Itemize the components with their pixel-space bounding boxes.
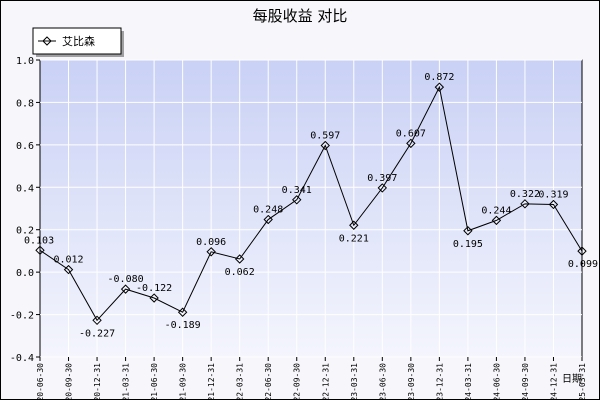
x-tick-label: 2025-03-31: [578, 363, 587, 400]
data-point: [491, 215, 502, 226]
x-tick-label: 2022-12-31: [321, 363, 330, 400]
data-label: 0.248: [253, 205, 283, 216]
series-line: [39, 85, 583, 322]
data-point: [434, 82, 445, 92]
data-label: -0.189: [165, 320, 201, 331]
legend: 艾比森: [32, 27, 124, 57]
x-tick-label: 2023-12-31: [435, 363, 444, 400]
y-tick-label: -0.2: [10, 311, 34, 322]
data-label: 0.012: [53, 255, 83, 266]
x-tick-label: 2021-06-30: [150, 363, 159, 400]
x-tick-label: 2021-09-30: [179, 363, 188, 400]
x-tick-label: 2023-03-31: [350, 363, 359, 400]
y-tick-label: 0.4: [16, 183, 34, 194]
y-tick-label: 1.0: [16, 56, 34, 67]
data-label: 0.607: [396, 128, 426, 139]
data-point: [63, 264, 74, 275]
y-axis: -0.4 -0.2 0.0 0.2 0.4 0.6 0.8 1.0: [10, 56, 40, 364]
x-tick-label: 2022-06-30: [264, 363, 273, 400]
x-axis-label: 日期: [562, 373, 582, 385]
data-label: 0.195: [453, 239, 483, 250]
x-tick-label: 2020-06-30: [36, 363, 45, 400]
data-point: [234, 254, 245, 264]
data-label: 0.341: [282, 185, 312, 196]
data-point: [120, 284, 131, 294]
x-tick-label: 2024-03-31: [464, 363, 473, 400]
x-tick-label: 2022-09-30: [293, 363, 302, 400]
data-label: 0.322: [510, 189, 540, 200]
data-label: 0.099: [568, 259, 598, 270]
series-group: 0.103 0.012 -0.227 -0.080-0.122 -0.189 0.096 0…: [24, 72, 598, 339]
data-point: [406, 138, 416, 149]
data-point: [577, 246, 587, 256]
data-point: [349, 220, 359, 230]
data-point: [377, 183, 388, 193]
legend-marker-icon: [42, 36, 52, 46]
plot-area: [39, 59, 583, 358]
data-label: 0.397: [367, 173, 397, 184]
data-point: [520, 199, 530, 209]
data-label: 0.597: [310, 130, 340, 141]
y-tick-label: 0.0: [16, 268, 34, 279]
y-tick-label: 0.6: [16, 141, 34, 152]
grid-lines: [40, 59, 582, 358]
x-axis: 2020-06-30 2020-09-30 2020-12-31 2021-03-31…: [36, 357, 587, 400]
data-point: [320, 140, 330, 151]
x-tick-label: 2024-12-31: [549, 363, 558, 400]
data-point: [548, 199, 559, 210]
y-tick-label: -0.4: [10, 353, 34, 364]
data-label: 0.319: [538, 189, 568, 200]
x-tick-label: 2021-03-31: [122, 363, 131, 400]
x-tick-label: 2022-03-31: [236, 363, 245, 400]
x-tick-label: 2020-12-31: [93, 363, 102, 400]
data-point: [92, 315, 102, 326]
data-label: 0.096: [196, 237, 226, 248]
data-point: [177, 307, 188, 317]
x-tick-label: 2024-06-30: [492, 363, 501, 400]
x-tick-label: 2023-06-30: [378, 363, 387, 400]
data-point: [292, 195, 302, 205]
legend-label: 艾比森: [62, 34, 95, 48]
data-point: [263, 214, 273, 225]
data-label: 0.244: [481, 205, 511, 216]
y-tick-label: 0.8: [16, 98, 34, 109]
data-label: -0.080: [108, 274, 144, 285]
data-label: 0.872: [424, 72, 454, 83]
x-tick-label: 2021-12-31: [207, 363, 216, 400]
data-point: [206, 247, 216, 257]
chart-title: 每股收益 对比: [253, 7, 348, 25]
data-label: 0.221: [339, 233, 369, 244]
data-point: [35, 245, 45, 255]
x-tick-label: 2024-09-30: [521, 363, 530, 400]
data-point: [463, 226, 473, 236]
data-point: [149, 293, 159, 303]
y-tick-label: 0.2: [16, 226, 34, 237]
x-tick-label: 2023-09-30: [407, 363, 416, 400]
data-label: 0.062: [225, 267, 255, 278]
data-label: -0.122: [136, 283, 172, 294]
x-tick-label: 2020-09-30: [65, 363, 74, 400]
data-label: -0.227: [79, 328, 115, 339]
data-label: 0.103: [24, 235, 54, 246]
